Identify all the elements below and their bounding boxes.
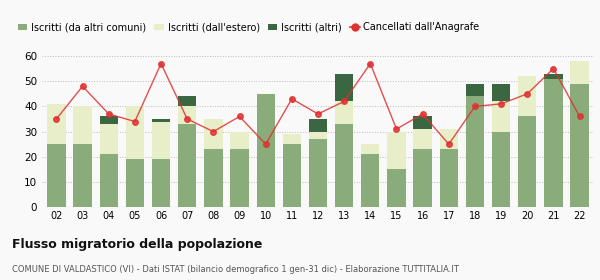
Bar (361, 144, 379, 154)
Bar (230, 149, 248, 207)
Bar (361, 154, 379, 207)
Legend: Iscritti (da altri comuni), Iscritti (dall'estero), Iscritti (altri), Cancellati: Iscritti (da altri comuni), Iscritti (da… (14, 18, 484, 36)
Bar (335, 74, 353, 101)
Bar (544, 74, 563, 79)
Bar (73, 144, 92, 207)
Bar (440, 149, 458, 207)
Bar (47, 144, 65, 207)
Bar (126, 159, 144, 207)
Bar (571, 61, 589, 84)
Bar (466, 84, 484, 96)
Bar (257, 94, 275, 207)
Bar (571, 84, 589, 207)
Bar (518, 116, 536, 207)
Bar (152, 159, 170, 207)
Bar (178, 124, 196, 207)
Bar (283, 134, 301, 144)
Bar (309, 119, 327, 132)
Bar (309, 139, 327, 207)
Bar (388, 169, 406, 207)
Text: COMUNE DI VALDASTICO (VI) - Dati ISTAT (bilancio demografico 1 gen-31 dic) - Ela: COMUNE DI VALDASTICO (VI) - Dati ISTAT (… (12, 265, 459, 274)
Bar (518, 76, 536, 116)
Bar (73, 106, 92, 144)
Bar (152, 119, 170, 122)
Bar (492, 132, 510, 207)
Bar (204, 149, 223, 207)
Bar (204, 119, 223, 149)
Bar (335, 101, 353, 124)
Bar (440, 129, 458, 149)
Bar (544, 79, 563, 207)
Bar (47, 104, 65, 144)
Bar (413, 149, 432, 207)
Bar (388, 132, 406, 169)
Bar (178, 106, 196, 124)
Bar (335, 124, 353, 207)
Bar (178, 96, 196, 106)
Bar (152, 122, 170, 159)
Bar (309, 132, 327, 139)
Bar (100, 154, 118, 207)
Bar (230, 132, 248, 149)
Bar (100, 116, 118, 124)
Bar (492, 84, 510, 101)
Bar (492, 101, 510, 132)
Bar (283, 144, 301, 207)
Bar (413, 116, 432, 129)
Bar (466, 96, 484, 207)
Bar (413, 129, 432, 149)
Bar (100, 124, 118, 154)
Text: Flusso migratorio della popolazione: Flusso migratorio della popolazione (12, 238, 262, 251)
Bar (126, 106, 144, 159)
